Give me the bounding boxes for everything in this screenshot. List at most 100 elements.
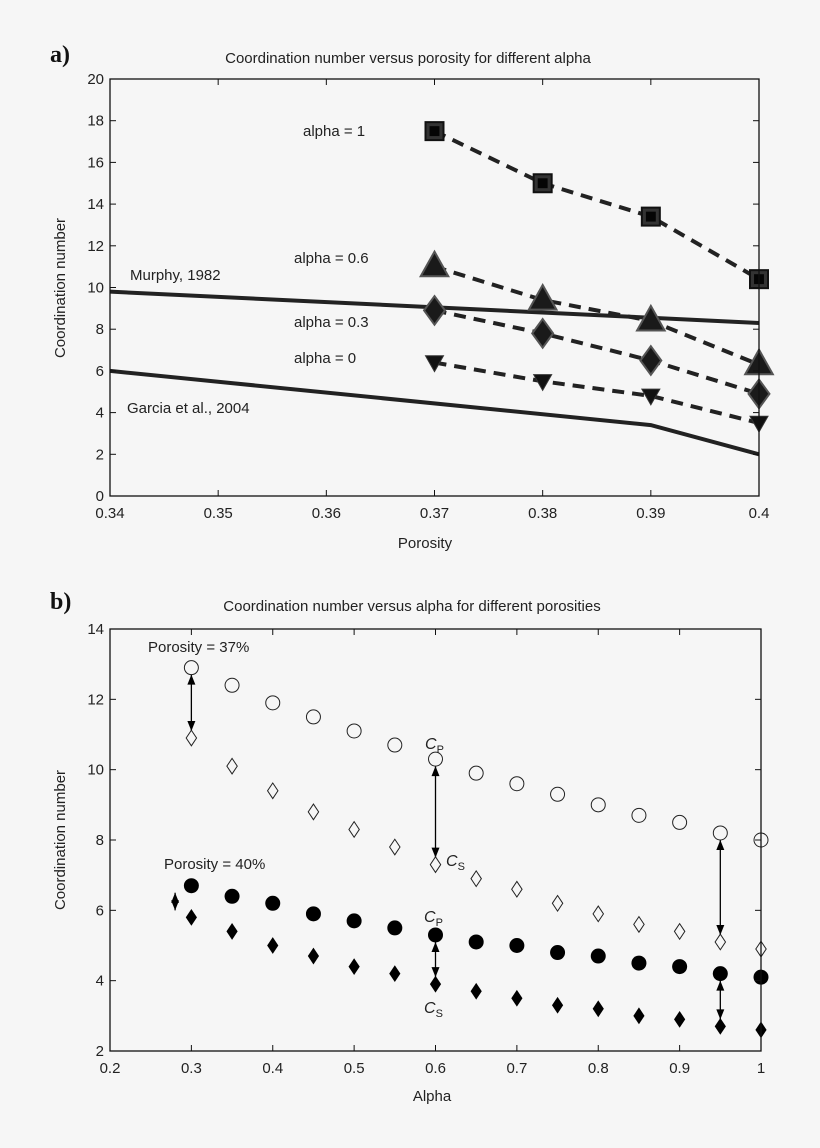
panel-b-ytick-label: 2 <box>96 1043 104 1060</box>
panel-a-series-line-2 <box>434 308 760 396</box>
panel-b-point-filled-circle <box>265 895 281 911</box>
label-cs-40: CS <box>424 1000 443 1020</box>
panel-b-arrow <box>171 892 180 911</box>
panel-a: a) Coordination number versus porosity f… <box>50 42 775 552</box>
panel-a-point-diamond <box>530 317 555 350</box>
panel-b-point-filled-diamond <box>592 1000 604 1018</box>
panel-b-point-open-diamond <box>511 880 523 898</box>
panel-b-point-open-circle <box>428 751 443 767</box>
label-alpha-0.6: alpha = 0.6 <box>294 250 369 267</box>
panel-b-point-filled-circle <box>468 934 484 950</box>
panel-b-point-open-circle <box>712 825 728 841</box>
panel-a-ytick-label: 12 <box>87 238 104 255</box>
panel-b-xlabel: Alpha <box>413 1088 452 1105</box>
panel-b-point-open-diamond <box>185 729 198 747</box>
panel-b-xtick-label: 0.9 <box>669 1060 690 1077</box>
panel-b-point-filled-circle <box>224 888 240 904</box>
label-cp-37: CP <box>425 736 444 756</box>
panel-b-xtick-label: 0.2 <box>100 1060 121 1077</box>
panel-b-xtick-label: 0.6 <box>425 1060 446 1077</box>
panel-b-arrow <box>716 839 725 935</box>
panel-b-point-open-diamond <box>592 905 605 923</box>
panel-a-series-line-1 <box>433 264 760 367</box>
panel-b-point-open-diamond <box>226 757 238 775</box>
panel-b-point-filled-diamond <box>185 908 197 926</box>
panel-b-ytick-label: 14 <box>87 621 104 638</box>
panel-b-point-open-diamond <box>470 869 482 888</box>
panel-b-point-open-diamond <box>551 894 564 913</box>
panel-b-point-open-diamond <box>348 820 360 839</box>
panel-b-point-filled-circle <box>428 927 443 943</box>
panel-a-point-triangle-down <box>640 388 661 406</box>
panel-b-label: b) <box>50 589 71 615</box>
label-cs-37: CS <box>446 853 465 873</box>
panel-a-point-square <box>424 121 445 142</box>
panel-a-series-line-3 <box>434 360 760 425</box>
label-alpha-1: alpha = 1 <box>303 123 365 140</box>
panel-b-point-filled-diamond <box>226 923 238 940</box>
panel-b-arrow <box>187 674 196 732</box>
panel-b-ytick-label: 8 <box>96 832 104 849</box>
panel-a-ytick-label: 16 <box>87 154 104 171</box>
panel-b: b) Coordination number versus alpha for … <box>50 589 769 1105</box>
panel-a-ytick-label: 14 <box>87 196 104 213</box>
panel-a-xtick-label: 0.36 <box>312 505 341 522</box>
panel-a-ytick-label: 6 <box>96 363 104 380</box>
panel-b-point-open-circle <box>265 695 281 711</box>
panel-a-xlabel: Porosity <box>398 535 453 552</box>
panel-a-xtick-label: 0.35 <box>204 505 233 522</box>
panel-a-ytick-label: 20 <box>87 71 104 88</box>
panel-b-xtick-label: 0.8 <box>588 1060 609 1077</box>
panel-b-point-filled-circle <box>387 920 403 936</box>
panel-a-point-triangle-up <box>527 282 559 311</box>
panel-b-point-filled-diamond <box>511 989 523 1007</box>
panel-b-point-filled-diamond <box>551 996 564 1014</box>
panel-b-point-filled-circle <box>631 955 647 971</box>
panel-a-title: Coordination number versus porosity for … <box>225 50 591 67</box>
panel-a-xtick-label: 0.4 <box>749 505 770 522</box>
panel-a-point-triangle-up <box>635 303 667 332</box>
panel-a-point-square <box>640 206 661 227</box>
panel-a-series-line-0 <box>433 129 761 281</box>
panel-b-point-filled-circle <box>590 948 606 964</box>
panel-b-point-filled-circle <box>509 938 525 953</box>
panel-a-ylabel: Coordination number <box>52 218 69 358</box>
panel-b-point-open-diamond <box>714 933 727 951</box>
panel-b-ytick-label: 10 <box>87 762 104 779</box>
label-porosity-40: Porosity = 40% <box>164 856 265 873</box>
panel-a-series-line-5 <box>109 368 760 457</box>
panel-a-ytick-label: 2 <box>96 446 104 463</box>
panel-b-ytick-label: 12 <box>87 691 104 708</box>
panel-b-point-filled-diamond <box>714 1017 726 1035</box>
panel-a-ytick-label: 18 <box>87 113 104 130</box>
panel-b-point-open-circle <box>550 786 566 802</box>
panel-a-point-triangle-up <box>418 249 451 278</box>
label-porosity-37: Porosity = 37% <box>148 639 249 656</box>
panel-b-point-filled-diamond <box>389 965 401 983</box>
panel-a-xtick-label: 0.34 <box>95 505 124 522</box>
panel-a-ytick-label: 0 <box>96 488 104 505</box>
panel-b-point-filled-circle <box>305 906 321 922</box>
panel-b-point-open-circle <box>509 776 525 792</box>
panel-b-point-filled-circle <box>346 913 362 929</box>
panel-b-point-open-circle <box>590 797 606 813</box>
panel-b-ylabel: Coordination number <box>52 770 69 910</box>
panel-a-label: a) <box>50 42 70 68</box>
panel-b-xtick-label: 0.5 <box>344 1060 365 1077</box>
panel-b-point-filled-diamond <box>633 1007 645 1025</box>
panel-b-point-filled-diamond <box>470 982 482 1000</box>
panel-b-ytick-label: 6 <box>96 902 104 919</box>
panel-b-arrow <box>431 766 440 858</box>
panel-b-point-open-circle <box>183 660 199 676</box>
panel-a-frame <box>109 78 760 497</box>
panel-b-arrow <box>431 941 440 978</box>
panel-b-arrow <box>716 980 725 1020</box>
panel-a-ytick-label: 10 <box>87 280 104 297</box>
panel-a-xtick-label: 0.39 <box>636 505 665 522</box>
panel-b-xtick-label: 0.3 <box>181 1060 202 1077</box>
panel-b-point-open-diamond <box>307 803 320 821</box>
panel-a-point-square <box>532 173 553 194</box>
panel-b-xtick-label: 1 <box>757 1060 765 1077</box>
panel-b-point-filled-diamond <box>267 937 279 954</box>
